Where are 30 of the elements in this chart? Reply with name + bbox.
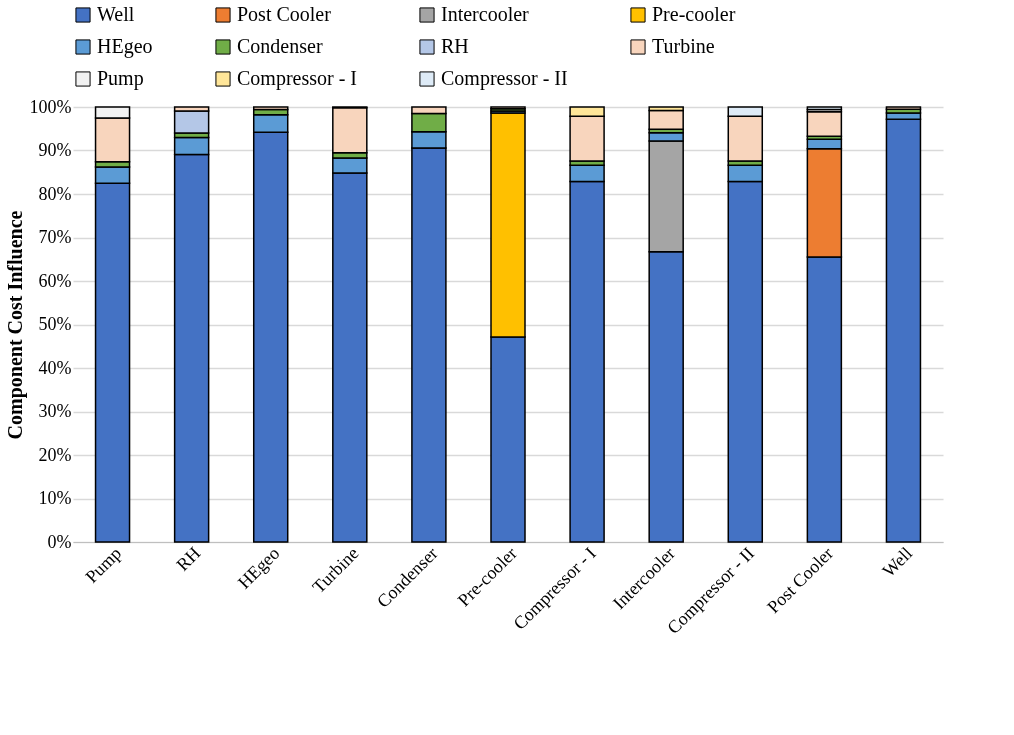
legend-label: Compressor - I [237,67,357,90]
bar [173,110,210,134]
y-tick-label: 10% [38,488,72,508]
legend-label: HEgeo [97,35,153,58]
y-tick-label: 60% [38,270,72,291]
legend-label: Pump [97,67,144,90]
y-tick-label: 100% [29,96,72,117]
x-tick-label: Well [878,543,917,581]
y-tick-label: 80% [38,183,72,204]
y-tick-label: 70% [38,227,72,247]
y-tick-label: 30% [38,401,72,421]
x-tick-label: RH [172,543,205,575]
legend-label: Pre-cooler [652,3,736,25]
legend-label: Post Cooler [237,3,332,25]
y-axis-title: Component Cost Influence [3,210,27,440]
bar [806,111,843,137]
legend-label: Well [97,3,135,25]
y-tick-label: 50% [38,314,72,334]
y-tick-label: 90% [38,140,72,160]
legend-label: Compressor - II [441,67,568,90]
legend-label: Intercooler [441,3,530,25]
bar [885,106,922,110]
legend-label: Turbine [652,35,715,57]
legend-label: RH [441,35,469,57]
y-tick-label: 20% [38,444,72,465]
bar [648,109,684,130]
y-tick-label: 40% [38,357,72,378]
bar [885,118,922,543]
y-tick-label: 0% [47,531,72,552]
legend-label: Condenser [237,35,323,57]
